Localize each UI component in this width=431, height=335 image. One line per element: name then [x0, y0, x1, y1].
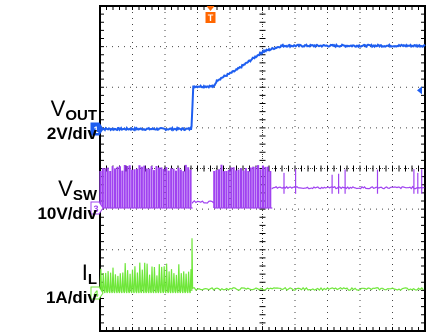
channel-marker-number: 3	[93, 204, 98, 214]
channel-markers: 1 3 4 T	[90, 6, 422, 300]
channel-marker-number: 4	[93, 289, 98, 299]
vout-signal-name: VOUT	[50, 96, 97, 124]
channel-marker-shape	[90, 286, 104, 300]
traces	[99, 43, 426, 294]
vsw-channel-marker: 3	[90, 201, 104, 215]
right-reference-arrow	[417, 86, 422, 95]
trigger-box	[205, 12, 216, 23]
vout-channel-marker: 1	[90, 122, 104, 136]
vsw-signal-name: VSW	[58, 176, 97, 204]
il-trace	[99, 238, 424, 294]
vout-label: VOUT 2V/div	[46, 96, 97, 143]
channel-marker-shape	[90, 201, 104, 215]
channel-marker-shape	[90, 122, 104, 136]
vsw-scale: 10V/div	[37, 204, 97, 223]
il-scale: 1A/div	[45, 288, 97, 307]
trigger-label: T	[208, 13, 214, 23]
il-label: IL 1A/div	[45, 260, 97, 307]
trigger-arrow	[206, 6, 215, 11]
vout-trace	[99, 43, 426, 132]
il-channel-marker: 4	[90, 286, 104, 300]
vout-scale: 2V/div	[46, 124, 97, 143]
il-signal-name: IL	[81, 260, 97, 288]
trigger-marker: T	[205, 6, 216, 23]
channel-marker-number: 1	[93, 125, 98, 135]
vsw-label: VSW 10V/div	[37, 176, 97, 223]
vsw-trace	[99, 164, 425, 209]
